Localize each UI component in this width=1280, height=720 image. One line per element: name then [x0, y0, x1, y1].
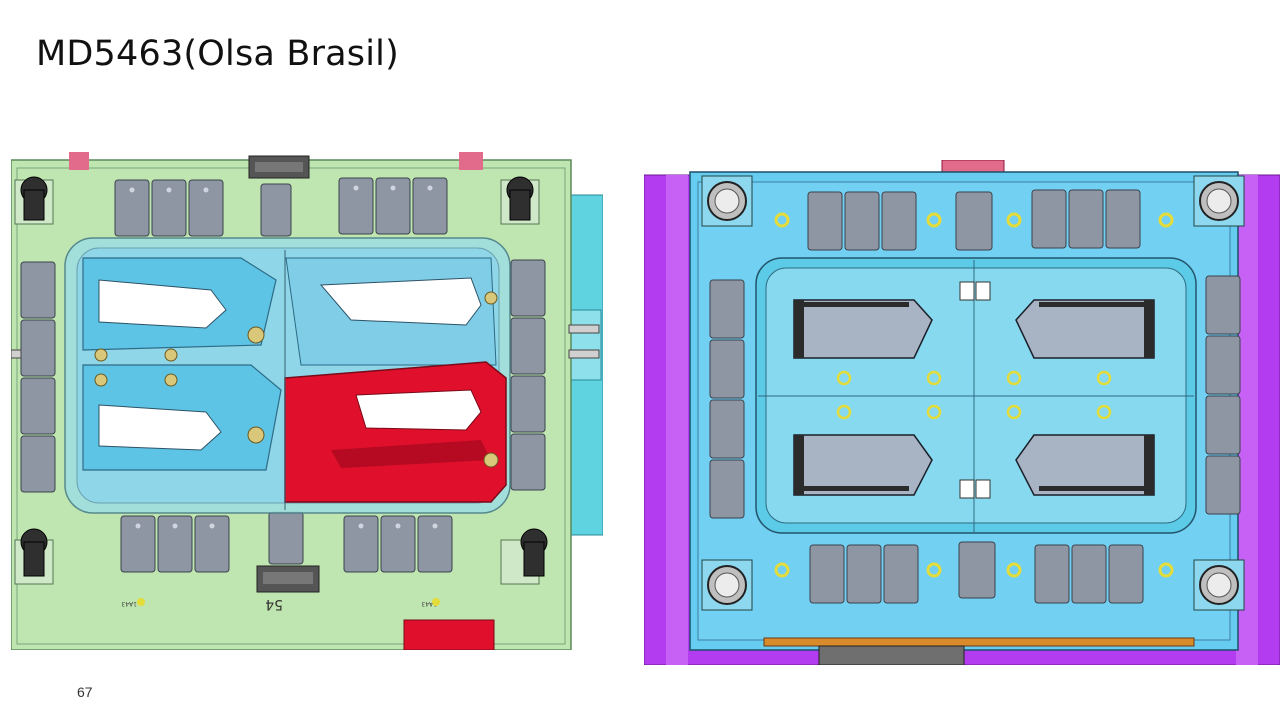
engraved-mark-left: 1A43	[121, 600, 137, 607]
mold-cad-view-right	[644, 160, 1280, 665]
engraved-mark-54: 54	[265, 596, 283, 612]
slide-title: MD5463(Olsa Brasil)	[36, 34, 399, 74]
page-number: 67	[77, 684, 93, 700]
engraved-mark-right: 1A43	[421, 600, 437, 607]
mold-cad-view-left: 54 1A43 1A43	[11, 150, 603, 650]
